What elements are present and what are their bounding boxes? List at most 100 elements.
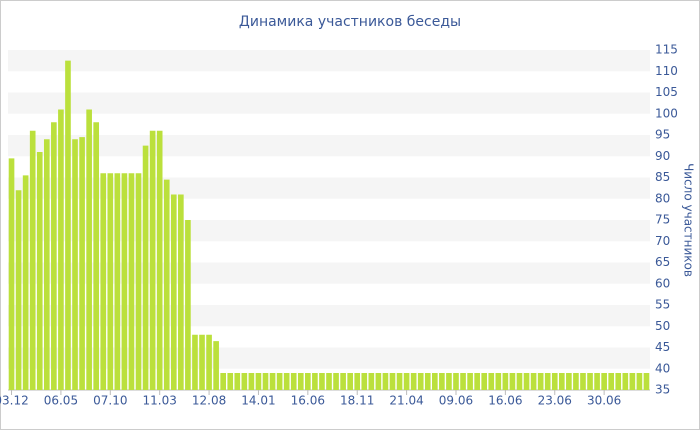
bar	[305, 373, 311, 390]
grid-band	[8, 135, 650, 157]
bar	[326, 373, 332, 390]
bar	[220, 373, 226, 390]
y-tick-label: 85	[655, 170, 670, 184]
bar	[643, 373, 650, 390]
bar	[629, 373, 636, 390]
x-tick-label: 18.11	[340, 394, 374, 408]
bar	[213, 341, 219, 390]
y-tick-label: 80	[655, 191, 670, 205]
bar	[453, 373, 459, 390]
bar	[199, 334, 205, 390]
bar	[488, 373, 495, 390]
bar	[65, 60, 71, 390]
bar	[79, 137, 85, 390]
bar	[523, 373, 530, 390]
bar	[340, 373, 346, 390]
bar	[192, 334, 198, 390]
y-tick-label: 55	[655, 298, 670, 312]
bar	[128, 173, 135, 390]
bar	[255, 373, 262, 390]
bar	[361, 373, 368, 390]
x-tick-label: 07.10	[93, 394, 127, 408]
x-tick-label: 30.06	[587, 394, 621, 408]
x-tick-label: 16.06	[291, 394, 325, 408]
bar	[368, 373, 375, 390]
bar	[241, 373, 248, 390]
bar	[551, 373, 558, 390]
bar	[516, 373, 523, 390]
bar	[29, 130, 36, 390]
bar	[558, 373, 565, 390]
bar	[121, 173, 128, 390]
y-tick-label: 100	[655, 106, 678, 120]
x-tick-label: 14.01	[241, 394, 275, 408]
bar	[608, 373, 615, 390]
bar	[170, 194, 177, 390]
bar	[234, 373, 241, 390]
x-tick-label: 03.12	[0, 394, 29, 408]
bar	[43, 139, 50, 390]
bar	[8, 158, 15, 390]
bar	[601, 373, 607, 390]
bar	[276, 373, 283, 390]
bar	[142, 145, 149, 390]
x-tick-label: 12.08	[192, 394, 226, 408]
bar	[382, 373, 389, 390]
bar	[15, 190, 22, 390]
bar	[114, 173, 121, 390]
x-tick-label: 11.03	[143, 394, 177, 408]
chart-title: Динамика участников беседы	[239, 14, 461, 30]
y-tick-label: 105	[655, 85, 678, 99]
bar	[156, 130, 163, 390]
x-tick-label: 16.06	[488, 394, 522, 408]
bar	[206, 334, 212, 390]
bar	[403, 373, 410, 390]
bar	[580, 373, 586, 390]
x-tick-label: 21.04	[389, 394, 423, 408]
bar	[396, 373, 403, 390]
y-tick-label: 50	[655, 319, 670, 333]
bar	[149, 130, 156, 390]
bar	[544, 373, 551, 390]
bar	[51, 122, 57, 390]
bar	[319, 373, 325, 390]
bar	[375, 373, 382, 390]
grid-band	[8, 92, 650, 114]
bar	[495, 373, 502, 390]
bar	[333, 373, 339, 390]
y-tick-label: 70	[655, 234, 670, 248]
y-tick-label: 115	[655, 43, 678, 57]
bar	[22, 175, 29, 390]
bar	[530, 373, 537, 390]
y-tick-label: 75	[655, 213, 670, 227]
bar	[474, 373, 480, 390]
y-tick-label: 110	[655, 64, 678, 78]
grid-band	[8, 50, 650, 72]
bar	[439, 373, 445, 390]
y-axis-label: Число участников	[682, 163, 696, 277]
bar	[424, 373, 431, 390]
bar	[58, 109, 64, 390]
bar	[312, 373, 318, 390]
bar	[100, 173, 107, 390]
bar	[389, 373, 396, 390]
x-tick-label: 06.05	[44, 394, 78, 408]
bar	[297, 373, 304, 390]
bar	[573, 373, 579, 390]
bar	[36, 152, 43, 390]
bar	[163, 179, 170, 390]
y-tick-label: 95	[655, 128, 670, 142]
bar	[622, 373, 629, 390]
bar	[636, 373, 643, 390]
x-tick-label: 09.06	[439, 394, 473, 408]
bar	[354, 373, 361, 390]
bar	[432, 373, 438, 390]
bar	[347, 373, 353, 390]
bar	[502, 373, 509, 390]
bar	[135, 173, 142, 390]
y-tick-label: 90	[655, 149, 670, 163]
bar	[460, 373, 466, 390]
bar	[86, 109, 92, 390]
bar	[107, 173, 114, 390]
